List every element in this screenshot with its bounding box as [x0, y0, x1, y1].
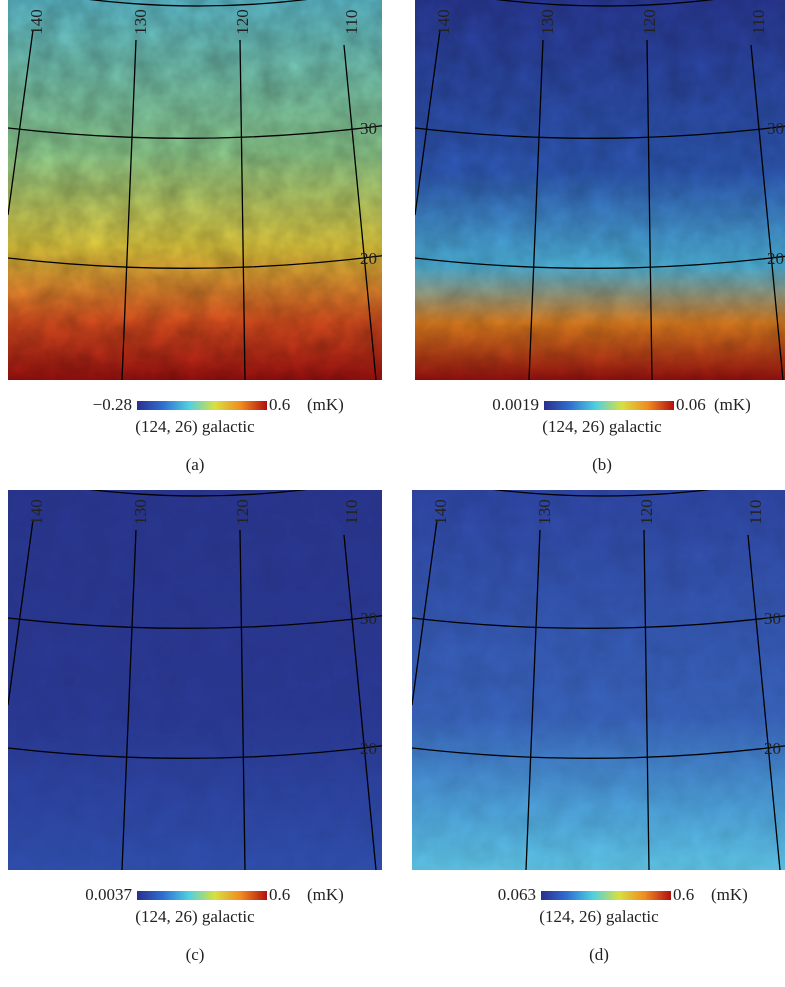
map-center: (124, 26) galactic — [135, 417, 255, 436]
colorbar-max: 0.6 — [269, 395, 290, 414]
panel: 140 130 120 110 30 20 0.063 0.6 (mK) (124, 26) ga… — [412, 488, 785, 964]
longitude-label: 110 — [342, 10, 361, 35]
latitude-label: 30 — [360, 609, 377, 628]
map: 140 130 120 110 30 20 — [8, 0, 388, 380]
longitude-label: 140 — [434, 9, 453, 35]
longitude-label: 120 — [640, 9, 659, 35]
map-center: (124, 26) galactic — [135, 907, 255, 926]
panel-caption: (a) — [186, 455, 205, 474]
map-center: (124, 26) galactic — [539, 907, 659, 926]
map-texture — [415, 0, 785, 380]
latitude-label: 20 — [764, 739, 781, 758]
map: 140 130 120 110 30 20 — [415, 0, 785, 380]
panel-caption: (b) — [592, 455, 612, 474]
map-texture — [412, 490, 785, 870]
colorbar-unit: (mK) — [307, 885, 344, 904]
longitude-label: 130 — [131, 499, 150, 525]
longitude-label: 120 — [637, 499, 656, 525]
map-texture — [8, 0, 382, 380]
map: 140 130 120 110 30 20 — [412, 488, 785, 870]
latitude-label: 30 — [767, 119, 784, 138]
longitude-label: 120 — [233, 499, 252, 525]
longitude-label: 140 — [27, 9, 46, 35]
panel: 140 130 120 110 30 20 −0.28 0.6 (mK) (124, 26) ga… — [8, 0, 388, 474]
colorbar-max: 0.06 — [676, 395, 706, 414]
latitude-label: 20 — [360, 249, 377, 268]
colorbar-max: 0.6 — [673, 885, 694, 904]
longitude-label: 110 — [342, 500, 361, 525]
longitude-label: 140 — [27, 499, 46, 525]
latitude-label: 30 — [764, 609, 781, 628]
latitude-label: 20 — [767, 249, 784, 268]
colorbar-max: 0.6 — [269, 885, 290, 904]
colorbar-min: 0.0037 — [85, 885, 132, 904]
longitude-label: 140 — [431, 499, 450, 525]
colorbar-unit: (mK) — [307, 395, 344, 414]
longitude-label: 110 — [749, 10, 768, 35]
colorbar-unit: (mK) — [714, 395, 751, 414]
colorbar — [541, 891, 671, 900]
colorbar — [137, 891, 267, 900]
longitude-label: 130 — [535, 499, 554, 525]
colorbar — [544, 401, 674, 410]
longitude-label: 120 — [233, 9, 252, 35]
longitude-label: 110 — [746, 500, 765, 525]
figure: 140 130 120 110 30 20 −0.28 0.6 (mK) (124, 26) ga… — [0, 0, 785, 982]
colorbar — [137, 401, 267, 410]
longitude-label: 130 — [538, 9, 557, 35]
colorbar-min: 0.063 — [498, 885, 536, 904]
latitude-label: 20 — [360, 739, 377, 758]
panel: 140 130 120 110 30 20 0.0019 0.06 (mK) (124, 26) … — [415, 0, 785, 474]
colorbar-unit: (mK) — [711, 885, 748, 904]
panel: 140 130 120 110 30 20 0.0037 0.6 (mK) (124, 26) g… — [8, 488, 388, 964]
colorbar-min: −0.28 — [93, 395, 132, 414]
panel-caption: (d) — [589, 945, 609, 964]
panel-caption: (c) — [186, 945, 205, 964]
colorbar-min: 0.0019 — [492, 395, 539, 414]
longitude-label: 130 — [131, 9, 150, 35]
map: 140 130 120 110 30 20 — [8, 488, 388, 870]
map-texture — [8, 490, 382, 870]
map-center: (124, 26) galactic — [542, 417, 662, 436]
latitude-label: 30 — [360, 119, 377, 138]
